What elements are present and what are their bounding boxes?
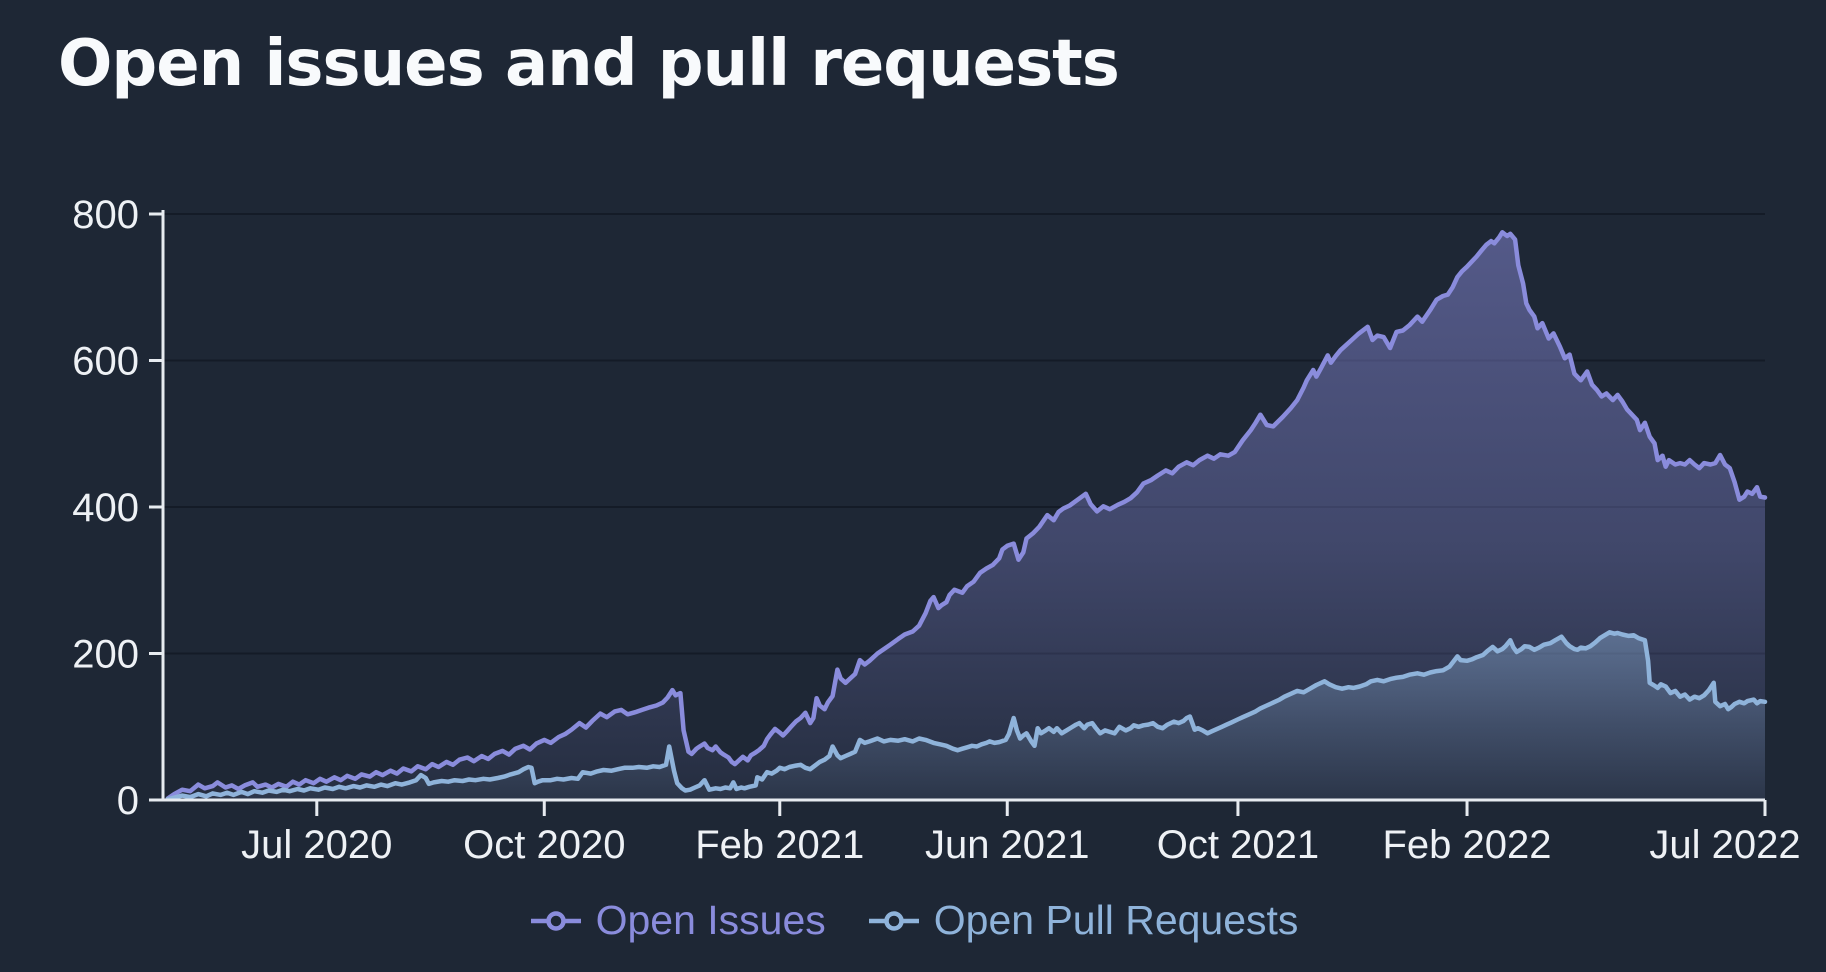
open-issues-line-marker-icon (530, 910, 581, 931)
open-pull-requests-line-marker-icon (868, 910, 919, 931)
open-pull-requests-area (167, 632, 1765, 800)
y-tick-label: 800 (72, 193, 139, 237)
legend-item-open-pull-requests[interactable]: Open Pull Requests (866, 897, 1299, 943)
legend-label-open-issues: Open Issues (595, 897, 826, 943)
open-issues-area (167, 232, 1765, 801)
x-tick-label: Jun 2021 (925, 823, 1090, 867)
open-pull-requests-line (165, 630, 1768, 802)
legend-item-open-issues[interactable]: Open Issues (528, 900, 826, 941)
legend-label-open-pull-requests: Open Pull Requests (933, 897, 1299, 943)
y-tick-label: 600 (72, 340, 139, 384)
x-tick-label: Jul 2022 (1649, 823, 1800, 867)
open-issues-line (165, 230, 1768, 801)
x-tick-label: Feb 2022 (1383, 823, 1552, 867)
legend: Open Issues Open Pull Requests (33, 900, 1793, 941)
y-tick-label: 0 (117, 779, 139, 823)
y-tick-label: 200 (72, 633, 139, 677)
axes: 0 200 400 600 800 Jul 2020 Oct 2020 Feb 2021 Jun… (72, 193, 1800, 867)
x-tick-label: Oct 2021 (1157, 823, 1319, 867)
chart-title: Open issues and pull requests (58, 27, 1120, 101)
x-tick-label: Feb 2021 (695, 823, 864, 867)
x-tick-label: Oct 2020 (463, 823, 625, 867)
x-tick-label: Jul 2020 (241, 823, 392, 867)
y-tick-label: 400 (72, 486, 139, 530)
